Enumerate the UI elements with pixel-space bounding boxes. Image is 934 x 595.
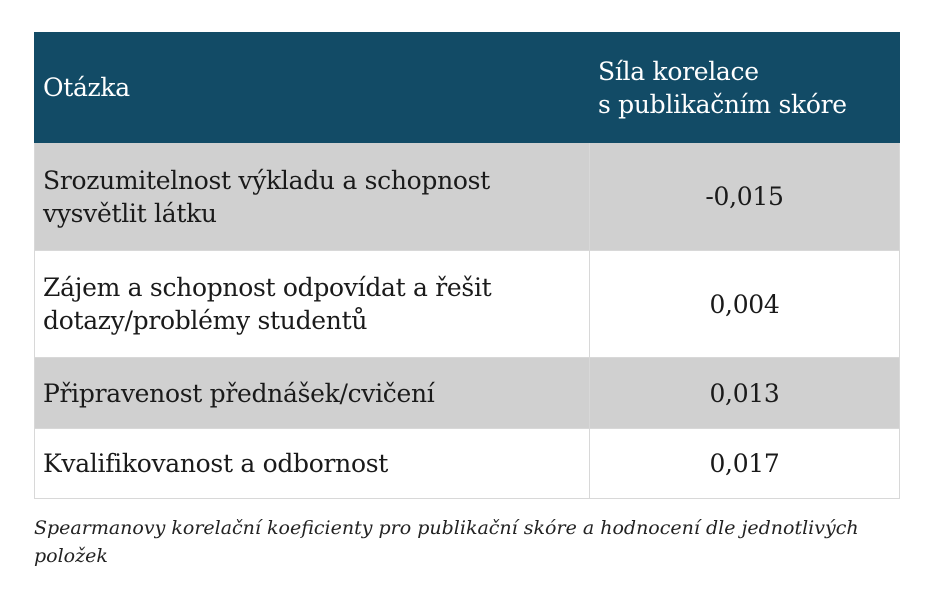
value-cell: 0,004 (589, 250, 900, 358)
header-line-1: Síla korelace (598, 56, 759, 86)
value-cell: 0,013 (589, 357, 900, 429)
table-row: Připravenost přednášek/cvičení 0,013 (34, 357, 900, 429)
value-cell: -0,015 (589, 142, 900, 251)
header-row: Otázka Síla korelace s publikačním skóre (34, 32, 900, 143)
header-correlation: Síla korelace s publikačním skóre (589, 32, 900, 143)
header-question: Otázka (34, 32, 590, 143)
question-cell: Zájem a schopnost odpovídat a řešit dota… (34, 250, 590, 358)
question-cell: Připravenost přednášek/cvičení (34, 357, 590, 429)
value-cell: 0,017 (589, 428, 900, 499)
correlation-table: Otázka Síla korelace s publikačním skóre … (34, 32, 900, 499)
table-caption: Spearmanovy korelační koeficienty pro pu… (34, 517, 859, 567)
table-row: Zájem a schopnost odpovídat a řešit dota… (34, 250, 900, 358)
table-row: Kvalifikovanost a odbornost 0,017 (34, 428, 900, 499)
question-cell: Kvalifikovanost a odbornost (34, 428, 590, 499)
header-line-2: s publikačním skóre (598, 89, 847, 119)
table-row: Srozumitelnost výkladu a schopnost vysvě… (34, 142, 900, 251)
question-cell: Srozumitelnost výkladu a schopnost vysvě… (34, 142, 590, 251)
